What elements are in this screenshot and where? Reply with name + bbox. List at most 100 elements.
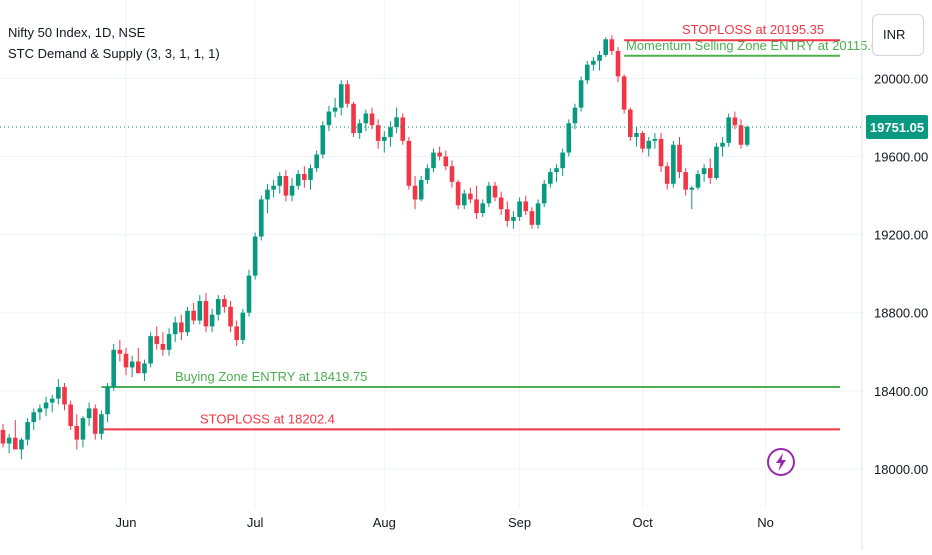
candle-body: [443, 156, 449, 167]
candle-body: [332, 107, 338, 112]
candle-body: [62, 386, 67, 405]
lightning-bolt-icon[interactable]: [766, 447, 796, 477]
candle-body: [658, 138, 664, 167]
candle-body: [351, 103, 356, 134]
candle-body: [86, 408, 92, 419]
candle-body: [43, 402, 49, 409]
candle-body: [179, 322, 184, 333]
candle-body: [461, 193, 467, 206]
candle-body: [369, 113, 375, 126]
candle-body: [480, 203, 485, 214]
zone-lines: Buying Zone ENTRY at 18419.75 STOPLOSS at…: [101, 22, 893, 431]
candle-body: [295, 174, 301, 186]
candle-body: [338, 84, 344, 108]
candle-body: [222, 299, 227, 307]
candle-body: [474, 199, 479, 214]
candle-body: [252, 236, 258, 276]
candle-body: [19, 439, 24, 450]
candle-body: [578, 80, 584, 108]
candle-body: [640, 133, 645, 149]
chart-legend: Nifty 50 Index, 1D, NSE STC Demand & Sup…: [8, 22, 220, 64]
candle-body: [517, 201, 522, 218]
last-price-tag: [866, 114, 928, 139]
candle-body: [111, 349, 116, 387]
candle-body: [129, 361, 135, 368]
candle-body: [591, 60, 596, 65]
candle-body: [455, 181, 461, 206]
candle-body: [80, 418, 86, 440]
candle-body: [197, 300, 203, 321]
candle-body: [259, 199, 264, 237]
candle-body: [25, 422, 30, 440]
candle-body: [628, 109, 633, 137]
candle-body: [707, 168, 713, 178]
candle-body: [425, 168, 430, 180]
candle-body: [597, 54, 602, 61]
candle-body: [246, 275, 252, 313]
candle-body: [492, 185, 498, 198]
candle-body: [505, 209, 510, 221]
candle-body: [701, 168, 707, 175]
candle-body: [523, 201, 529, 212]
candle-body: [234, 326, 239, 341]
candle-body: [345, 84, 350, 104]
currency-button[interactable]: INR: [872, 14, 924, 56]
candle-body: [572, 107, 578, 124]
zone-label: Momentum Selling Zone ENTRY at 20115.699: [626, 38, 893, 53]
candle-body: [732, 117, 738, 126]
candle-body: [560, 152, 565, 169]
candle-body: [498, 197, 504, 210]
candle-body: [99, 414, 104, 434]
candle-body: [486, 185, 492, 204]
candle-body: [375, 125, 381, 141]
last-price-label: 19751.05: [870, 120, 924, 135]
y-tick-label: 18400.00: [874, 384, 928, 399]
candle-body: [418, 179, 424, 200]
candle-body: [357, 123, 362, 134]
candle-body: [240, 312, 246, 341]
candle-body: [49, 398, 55, 403]
candle-body: [185, 310, 190, 333]
symbol-title[interactable]: Nifty 50 Index, 1D, NSE: [8, 25, 146, 40]
candle-body: [394, 117, 399, 128]
candle-body: [726, 117, 731, 143]
candle-body: [400, 117, 406, 141]
candle-body: [326, 111, 332, 126]
candle-body: [683, 172, 688, 190]
candle-body: [511, 217, 516, 221]
candle-body: [172, 322, 178, 335]
candle-body: [677, 144, 682, 173]
candle-body: [271, 185, 276, 190]
candle-body: [738, 125, 744, 145]
candle-body: [529, 211, 535, 225]
candle-body: [105, 386, 110, 415]
candle-body: [609, 39, 615, 52]
candle-body: [37, 408, 43, 413]
y-tick-label: 20000.00: [874, 71, 928, 86]
price-axis[interactable]: 18000.00 18400.00 18800.00 19200.00 19600.00…: [861, 0, 928, 550]
x-tick-label: No: [757, 515, 774, 530]
candle-body: [566, 123, 572, 153]
candle-body: [148, 336, 153, 364]
time-axis[interactable]: Jun Jul Aug Sep Oct No: [116, 515, 774, 530]
candle-body: [283, 176, 289, 196]
y-tick-label: 19200.00: [874, 228, 928, 243]
zone-label: Buying Zone ENTRY at 18419.75: [175, 369, 367, 384]
candle-body: [68, 404, 73, 426]
candle-body: [554, 168, 559, 173]
candle-body: [646, 140, 652, 149]
candle-body: [320, 125, 326, 155]
candle-body: [744, 126, 750, 145]
candle-body: [671, 144, 676, 184]
candle-body: [117, 349, 123, 354]
candle-body: [388, 127, 393, 137]
candle-body: [228, 306, 233, 327]
x-tick-label: Jul: [247, 515, 264, 530]
candles: [0, 35, 750, 460]
candle-body: [714, 146, 719, 178]
indicator-title[interactable]: STC Demand & Supply (3, 3, 1, 1, 1): [8, 46, 220, 61]
x-tick-label: Aug: [373, 515, 396, 530]
candle-body: [160, 343, 166, 350]
